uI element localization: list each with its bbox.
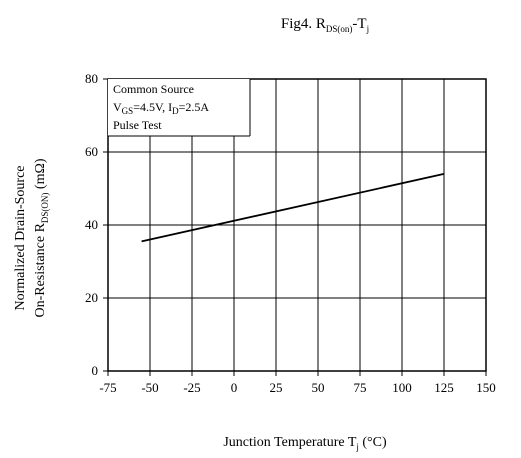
x-axis-label: Junction Temperature Tj (°C) bbox=[223, 435, 387, 452]
y-axis-label-unit: (mΩ) bbox=[33, 158, 48, 192]
chart-title-sub2: j bbox=[366, 24, 370, 34]
x-tick-label-7: 100 bbox=[392, 380, 412, 395]
x-tick-label-6: 75 bbox=[354, 380, 367, 395]
y-tick-label-3: 60 bbox=[85, 144, 98, 159]
y-axis-label-sub: DS(ON) bbox=[40, 193, 50, 224]
annotation-vgs-sub: GS bbox=[122, 106, 134, 116]
x-tick-label-2: -25 bbox=[183, 380, 200, 395]
annotation-line-2: VGS=4.5V, ID=2.5A bbox=[113, 100, 209, 116]
annotation-box: Common Source VGS=4.5V, ID=2.5A Pulse Te… bbox=[108, 79, 251, 137]
annotation-background bbox=[108, 79, 250, 136]
y-tick-label-2: 40 bbox=[85, 217, 98, 232]
y-tick-label-1: 20 bbox=[85, 290, 98, 305]
annotation-id-value: =2.5A bbox=[179, 100, 210, 114]
chart-title-rest: -T bbox=[352, 16, 366, 32]
y-axis-label-main: On-Resistance R bbox=[33, 222, 48, 317]
x-tick-label-1: -50 bbox=[141, 380, 158, 395]
x-axis-label-unit: (°C) bbox=[359, 435, 387, 450]
chart-title-main: Fig4. R bbox=[281, 16, 326, 32]
series-group bbox=[141, 173, 445, 243]
x-tick-label-8: 125 bbox=[434, 380, 454, 395]
x-tick-label-0: -75 bbox=[99, 380, 116, 395]
y-axis-label-line-1: Normalized Drain-Source bbox=[13, 166, 28, 311]
x-axis-label-sub: j bbox=[355, 442, 359, 452]
annotation-vgs: V bbox=[113, 100, 122, 114]
x-tick-label-9: 150 bbox=[476, 380, 496, 395]
grid-lines bbox=[103, 78, 487, 376]
y-tick-label-4: 80 bbox=[85, 71, 98, 86]
x-tick-labels: -75 -50 -25 0 25 50 75 100 125 150 bbox=[99, 380, 495, 395]
x-tick-label-3: 0 bbox=[231, 380, 238, 395]
x-axis-label-main: Junction Temperature T bbox=[223, 435, 356, 450]
annotation-line-3: Pulse Test bbox=[113, 118, 162, 132]
y-axis-label: Normalized Drain-Source On-Resistance RD… bbox=[13, 158, 50, 317]
annotation-vgs-value: =4.5V, I bbox=[133, 100, 172, 114]
y-tick-labels: 0 20 40 60 80 bbox=[85, 71, 98, 378]
y-tick-label-0: 0 bbox=[92, 363, 99, 378]
series-line-0 bbox=[141, 173, 445, 243]
chart-title-sub: DS(on) bbox=[326, 24, 353, 34]
y-axis-label-line-2: On-Resistance RDS(ON) (mΩ) bbox=[33, 158, 50, 317]
annotation-line-1: Common Source bbox=[113, 82, 194, 96]
annotation-id-sub: D bbox=[172, 106, 179, 116]
x-tick-label-4: 25 bbox=[270, 380, 283, 395]
chart-title: Fig4. RDS(on)-Tj bbox=[281, 16, 369, 34]
x-tick-label-5: 50 bbox=[312, 380, 325, 395]
